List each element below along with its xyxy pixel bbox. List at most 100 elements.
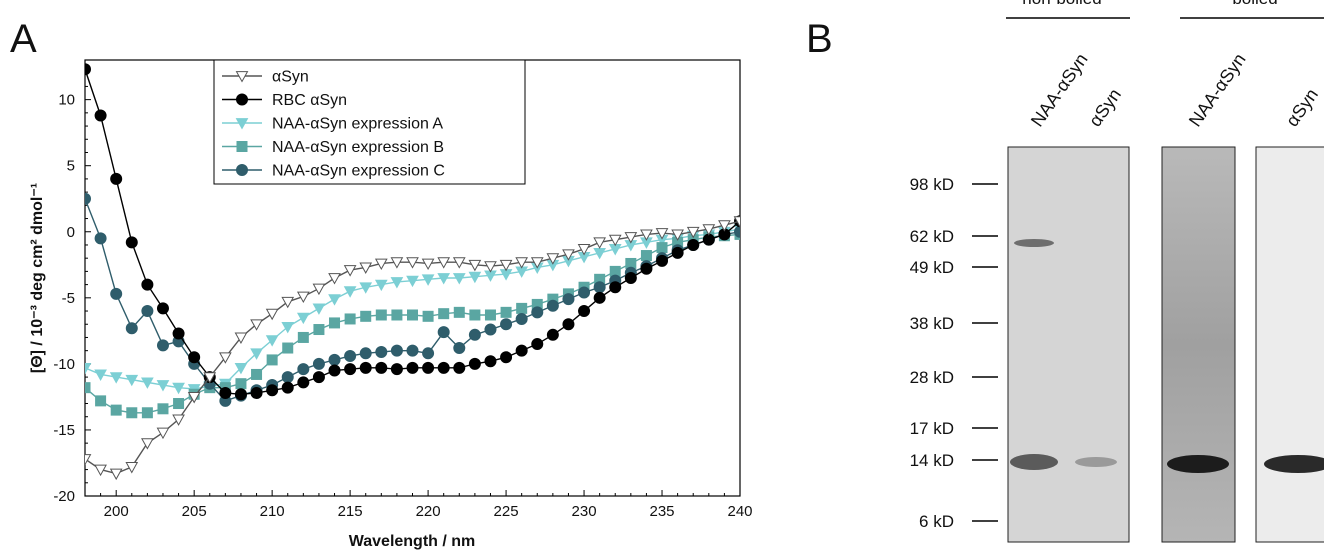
data-point bbox=[297, 376, 310, 389]
gel-image-non-boiled bbox=[1007, 146, 1130, 543]
x-tick-label: 200 bbox=[104, 503, 129, 520]
data-point bbox=[85, 192, 91, 205]
data-point bbox=[250, 386, 263, 399]
data-point bbox=[687, 238, 700, 251]
band-14kd-lane3 bbox=[1167, 455, 1229, 473]
data-point bbox=[390, 344, 403, 357]
data-point bbox=[640, 229, 653, 241]
data-point bbox=[437, 326, 450, 339]
x-tick-label: 210 bbox=[260, 503, 285, 520]
data-point bbox=[437, 273, 451, 285]
lane-label-3: NAA-αSyn bbox=[1185, 50, 1250, 131]
series-4 bbox=[85, 192, 740, 407]
data-point bbox=[250, 348, 263, 360]
data-point bbox=[312, 283, 326, 296]
legend-entry: NAA-αSyn expression C bbox=[222, 163, 445, 180]
y-axis-title: [Θ] / 10⁻³ deg cm² dmol⁻¹ bbox=[29, 183, 46, 373]
y-tick-label: -20 bbox=[53, 488, 75, 505]
data-point bbox=[562, 249, 575, 261]
data-point bbox=[85, 454, 92, 466]
legend-label: NAA-αSyn expression B bbox=[272, 139, 444, 156]
data-point bbox=[359, 282, 373, 294]
data-point bbox=[251, 368, 263, 380]
band-62kd bbox=[1014, 239, 1054, 247]
data-point bbox=[94, 109, 107, 122]
data-point bbox=[343, 265, 357, 277]
data-point bbox=[156, 427, 170, 440]
y-tick-label: -10 bbox=[53, 356, 75, 373]
data-point bbox=[390, 257, 404, 269]
data-point bbox=[468, 259, 482, 272]
legend-marker bbox=[236, 141, 248, 152]
data-point bbox=[375, 345, 388, 358]
marker-38: 38 kD bbox=[910, 314, 954, 333]
panel-label-b: B bbox=[806, 17, 833, 61]
data-point bbox=[125, 322, 138, 335]
band-14kd-lane2 bbox=[1075, 457, 1117, 467]
data-point bbox=[109, 468, 123, 481]
data-point bbox=[500, 318, 513, 331]
data-point bbox=[235, 378, 247, 390]
data-point bbox=[328, 353, 341, 366]
gel-image-boiled-2 bbox=[1255, 146, 1324, 543]
data-point bbox=[437, 361, 450, 374]
lane-label-2: αSyn bbox=[1085, 85, 1125, 130]
data-point bbox=[484, 323, 497, 336]
data-point bbox=[515, 257, 529, 269]
data-point bbox=[359, 361, 372, 374]
legend-marker bbox=[235, 118, 249, 130]
data-point bbox=[562, 293, 575, 306]
marker-98: 98 kD bbox=[910, 175, 954, 194]
series-layer bbox=[85, 63, 740, 481]
data-point bbox=[422, 310, 434, 322]
data-point bbox=[656, 254, 669, 267]
data-point bbox=[468, 328, 481, 341]
data-point bbox=[484, 309, 496, 321]
data-point bbox=[452, 257, 466, 269]
data-point bbox=[531, 338, 544, 351]
data-point bbox=[234, 362, 248, 375]
data-point bbox=[188, 351, 201, 364]
marker-14: 14 kD bbox=[910, 451, 954, 470]
data-point bbox=[328, 273, 341, 285]
data-point bbox=[296, 312, 310, 325]
data-point bbox=[671, 229, 684, 241]
data-point bbox=[328, 364, 341, 377]
data-point bbox=[577, 244, 591, 256]
data-point bbox=[375, 361, 388, 374]
data-point bbox=[94, 464, 107, 477]
data-point bbox=[313, 324, 325, 336]
data-point bbox=[203, 372, 217, 384]
legend-entry: RBC αSyn bbox=[222, 92, 347, 109]
data-point bbox=[484, 355, 497, 368]
data-point bbox=[173, 398, 185, 410]
data-point bbox=[219, 352, 232, 364]
data-point bbox=[172, 414, 185, 426]
data-point bbox=[702, 224, 716, 236]
data-point bbox=[546, 328, 559, 341]
data-point bbox=[234, 388, 247, 401]
data-point bbox=[282, 342, 294, 354]
legend-label: RBC αSyn bbox=[272, 92, 347, 109]
x-tick-label: 230 bbox=[572, 503, 597, 520]
data-point bbox=[156, 339, 169, 352]
y-tick-label: -15 bbox=[53, 422, 75, 439]
data-point bbox=[110, 404, 122, 416]
legend-marker bbox=[236, 93, 248, 106]
data-point bbox=[281, 381, 294, 394]
header-boiled: boiled bbox=[1232, 0, 1277, 8]
legend-entry: αSyn bbox=[222, 69, 309, 86]
data-point bbox=[530, 257, 544, 269]
data-point bbox=[624, 272, 637, 284]
legend: αSyn RBC αSyn NAA-αSyn expression A NAA-αSy… bbox=[213, 59, 526, 185]
mw-markers: 98 kD 62 kD 49 kD 38 kD 28 kD 17 kD 14 k… bbox=[910, 175, 998, 531]
data-point bbox=[546, 253, 560, 265]
data-point bbox=[125, 236, 138, 249]
data-point bbox=[452, 273, 466, 285]
data-point bbox=[734, 225, 740, 238]
data-point bbox=[453, 342, 466, 355]
data-point bbox=[515, 312, 528, 325]
data-point bbox=[85, 362, 92, 375]
data-point bbox=[85, 382, 91, 394]
data-point bbox=[109, 372, 123, 384]
